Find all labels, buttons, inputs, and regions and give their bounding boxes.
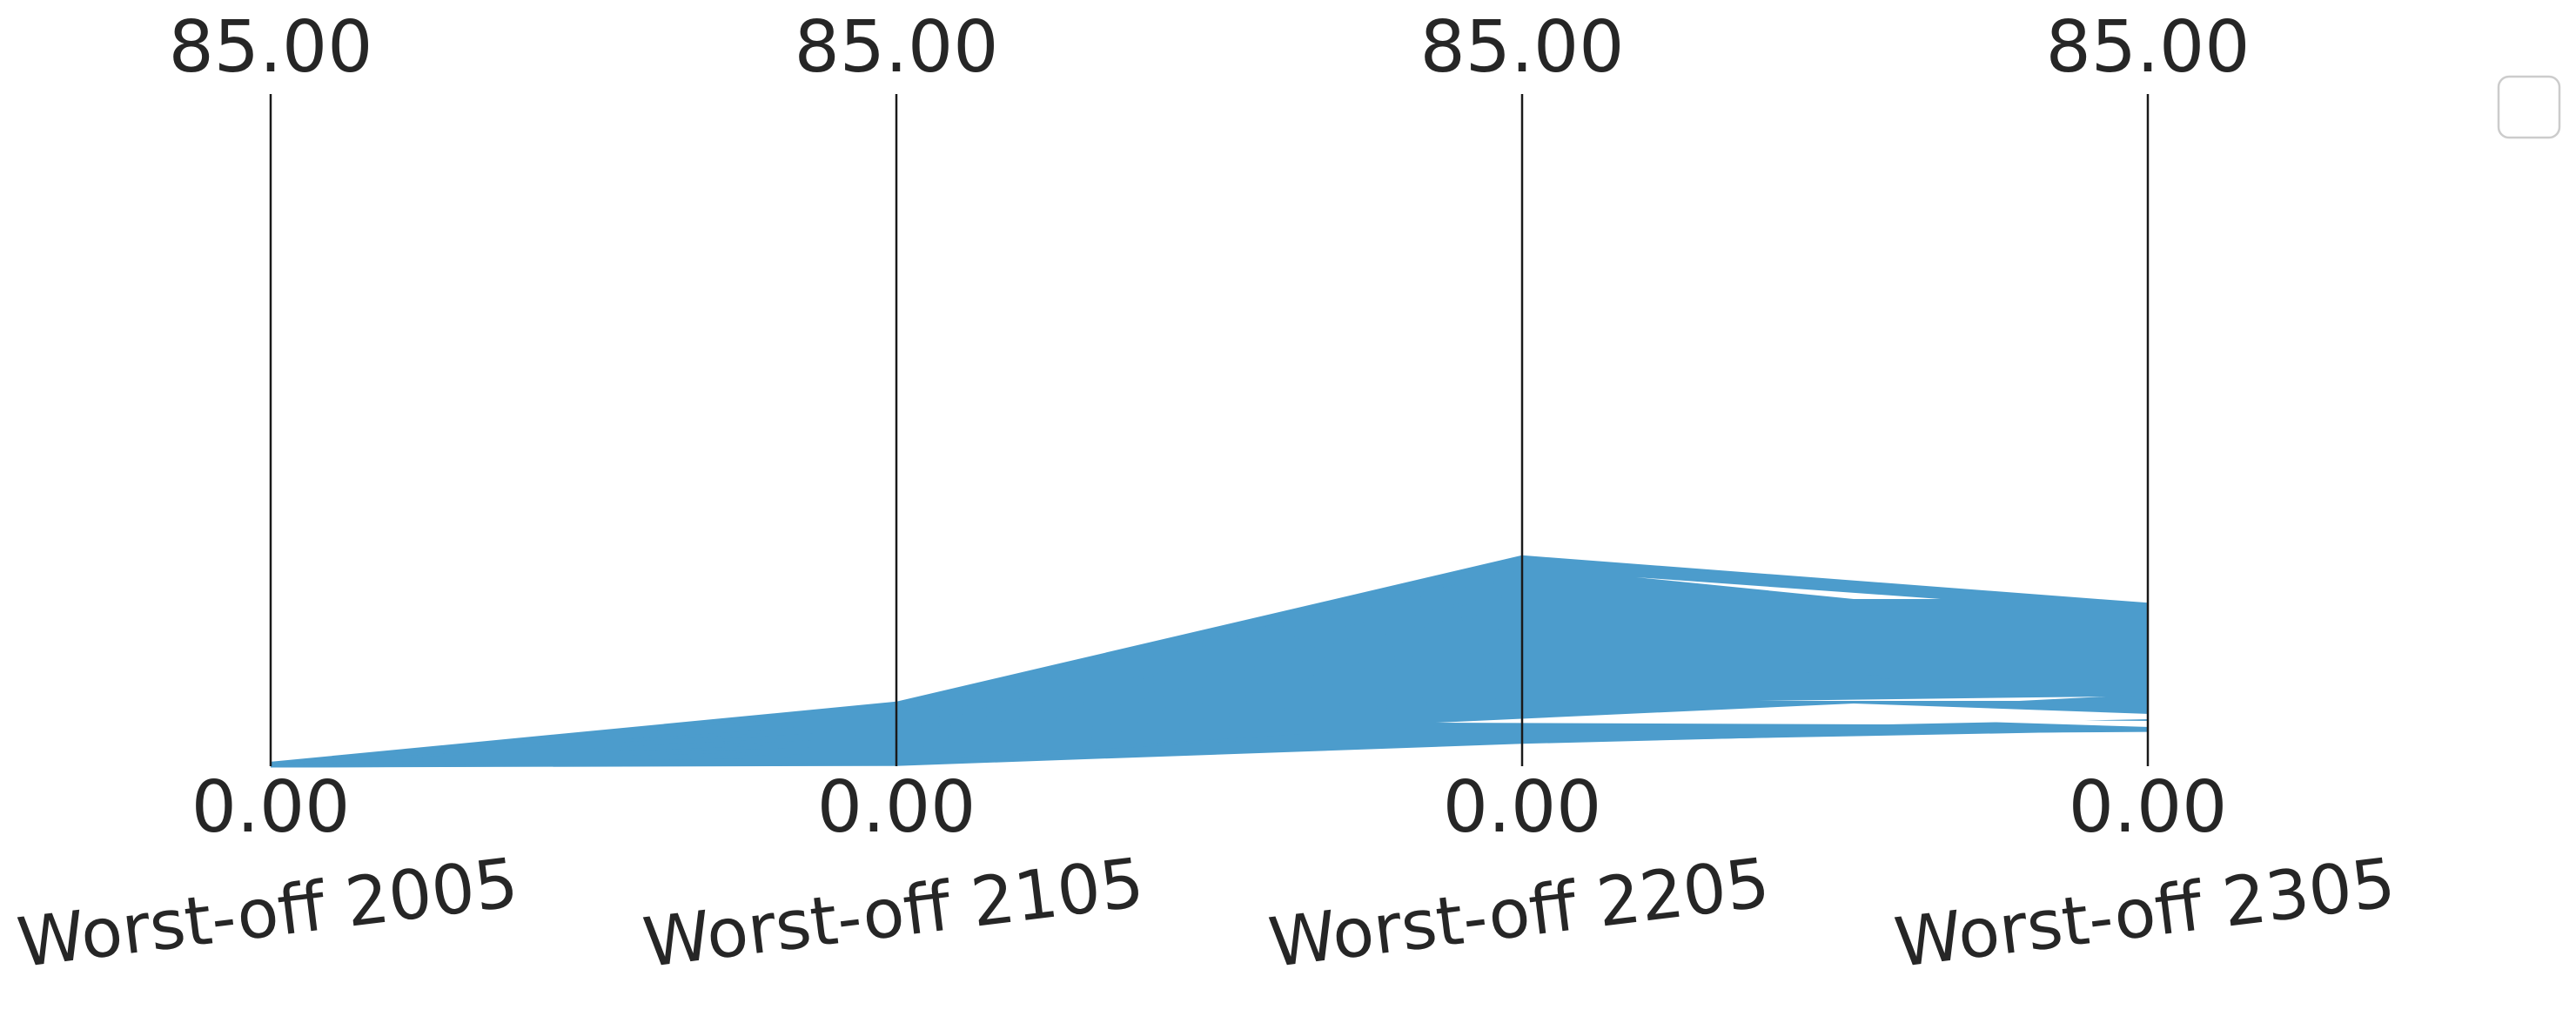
axis-name-worst-off-2205: Worst-off 2205 [1265,844,1774,983]
axis-min-label: 0.00 [817,766,976,849]
data-line [270,555,2149,764]
axis-max-label: 85.00 [2046,6,2251,89]
data-line [270,622,2149,767]
data-line [270,725,2149,768]
data-line [270,693,2149,768]
axis-min-label: 0.00 [2069,766,2228,849]
axis-name-worst-off-2305: Worst-off 2305 [1891,844,2400,983]
data-line [270,662,2149,766]
data-line [270,590,2149,765]
line-gap [1758,697,2106,701]
axis-min-label: 0.00 [191,766,351,849]
data-line [270,685,2149,767]
line-gap [1636,577,1941,599]
data-line [270,606,2149,766]
data-line [270,638,2149,766]
axis-max-label: 85.00 [795,6,999,89]
axis-min-label: 0.00 [1443,766,1602,849]
line-gap [1436,703,2150,724]
data-lines-layer [270,555,2150,768]
data-line [270,646,2149,767]
line-gap [1897,719,2150,727]
data-line [270,567,2149,765]
axis-name-worst-off-2105: Worst-off 2105 [640,844,1149,983]
legend-box [2497,75,2561,139]
data-line [270,670,2149,767]
axis-name-worst-off-2005: Worst-off 2005 [14,844,523,983]
axis-max-label: 85.00 [1420,6,1625,89]
axis-max-label: 85.00 [169,6,373,89]
